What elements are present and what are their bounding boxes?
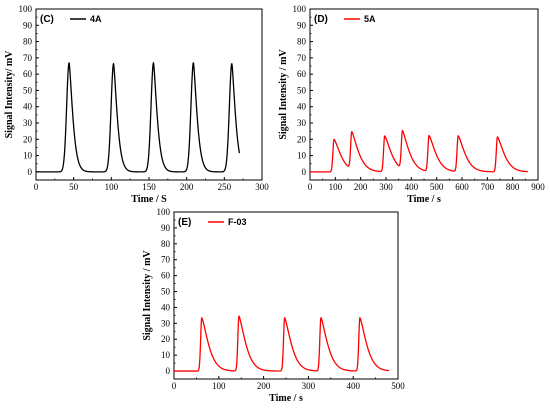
panel-c-x-tick-label: 50 — [69, 182, 79, 192]
panel-c-label: (C) — [40, 14, 54, 25]
panel-d-label: (D) — [314, 14, 328, 25]
panel-e-y-tick-label: 90 — [161, 223, 171, 233]
panel-e-y-tick-label: 80 — [161, 239, 171, 249]
panel-d-y-tick-label: 70 — [297, 53, 307, 63]
panel-d-x-axis-title: Time / s — [407, 194, 441, 205]
panel-c-x-tick-label: 150 — [142, 182, 156, 192]
panel-d-x-tick-label: 600 — [455, 182, 469, 192]
panel-c-y-tick-label: 50 — [23, 85, 33, 95]
panel-c-y-tick-label: 100 — [19, 4, 33, 14]
panel-d-x-tick-label: 400 — [405, 182, 419, 192]
panel-d-x-tick-label: 900 — [531, 182, 545, 192]
panel-e-x-tick-label: 400 — [346, 381, 360, 391]
panel-e-x-tick-label: 300 — [302, 381, 316, 391]
panel-d-y-tick-label: 10 — [297, 151, 307, 161]
panel-d-x-tick-label: 100 — [329, 182, 343, 192]
panel-c-x-tick-label: 300 — [255, 182, 269, 192]
panel-c-y-tick-label: 0 — [28, 167, 33, 177]
panel-d-x-tick-label: 700 — [481, 182, 495, 192]
panel-c-y-tick-label: 80 — [23, 37, 33, 47]
panel-d-y-tick-label: 30 — [297, 118, 307, 128]
panel-d-series-line — [309, 129, 529, 173]
panel-e-y-tick-label: 20 — [161, 334, 171, 344]
panel-c-y-axis-title: Signal Intensity/ mV — [4, 50, 15, 139]
panel-e: 0 100 200 300 400 500 0 10 20 30 40 50 60 70 80 90 100 Ti… — [142, 207, 405, 404]
panel-c-x-tick-label: 250 — [218, 182, 232, 192]
panel-c-x-tick-label: 0 — [34, 182, 39, 192]
panel-c-x-tick-label: 100 — [105, 182, 119, 192]
panel-e-x-tick-label: 0 — [172, 381, 177, 391]
panel-d-y-tick-label: 90 — [297, 20, 307, 30]
panel-c-y-tick-label: 60 — [23, 69, 33, 79]
panel-d: 0 100 200 300 400 500 600 700 800 900 0 10 20 30 40 50 6… — [278, 4, 545, 205]
panel-c-y-tick-label: 70 — [23, 53, 33, 63]
panel-e-y-axis-title: Signal Intensity / mV — [142, 250, 153, 341]
panel-c-y-tick-label: 40 — [23, 102, 33, 112]
panel-e-legend-label: F-03 — [228, 217, 247, 227]
panel-d-y-tick-label: 0 — [302, 167, 307, 177]
panel-e-label: (E) — [178, 217, 191, 228]
panel-c-x-tick-label: 200 — [180, 182, 194, 192]
panel-d-legend-label: 5A — [364, 14, 376, 24]
panel-e-y-tick-label: 0 — [166, 366, 171, 376]
panel-e-y-tick-label: 60 — [161, 271, 171, 281]
panel-c-series-line — [35, 62, 241, 173]
panel-c-y-tick-label: 30 — [23, 118, 33, 128]
panel-e-series-line — [173, 315, 390, 372]
panel-d-y-tick-label: 60 — [297, 69, 307, 79]
panel-c-y-tick-label: 90 — [23, 20, 33, 30]
panel-d-x-tick-label: 200 — [354, 182, 368, 192]
panel-d-y-tick-label: 50 — [297, 85, 307, 95]
panel-d-y-tick-label: 80 — [297, 37, 307, 47]
panel-e-y-tick-label: 40 — [161, 302, 171, 312]
panel-e-y-tick-label: 30 — [161, 318, 171, 328]
panel-c-y-tick-label: 20 — [23, 134, 33, 144]
panel-e-y-tick-label: 100 — [157, 207, 171, 217]
panel-d-x-tick-label: 500 — [430, 182, 444, 192]
panel-d-y-tick-label: 40 — [297, 102, 307, 112]
panel-e-frame — [173, 211, 399, 380]
panel-d-y-tick-label: 20 — [297, 134, 307, 144]
panel-e-x-tick-label: 500 — [391, 381, 405, 391]
panel-c-x-axis-title: Time / S — [131, 194, 167, 205]
panel-d-x-tick-label: 800 — [506, 182, 520, 192]
panel-e-y-tick-label: 10 — [161, 350, 171, 360]
panel-e-x-tick-label: 100 — [212, 381, 226, 391]
panel-c-y-tick-label: 10 — [23, 151, 33, 161]
panel-d-y-axis-title: Signal Intensity / mV — [278, 49, 289, 140]
panel-d-x-tick-label: 0 — [308, 182, 313, 192]
panel-c-legend-label: 4A — [90, 14, 102, 24]
panel-e-x-axis-title: Time / s — [269, 393, 303, 404]
panel-d-y-tick-label: 100 — [293, 4, 307, 14]
panel-e-y-tick-label: 70 — [161, 255, 171, 265]
panel-c: 0 50 100 150 200 250 300 0 10 20 30 40 50 60 70 80 90 100… — [4, 4, 269, 205]
panel-e-y-tick-label: 50 — [161, 287, 171, 297]
panel-d-x-tick-label: 300 — [379, 182, 393, 192]
panel-e-x-tick-label: 200 — [257, 381, 271, 391]
